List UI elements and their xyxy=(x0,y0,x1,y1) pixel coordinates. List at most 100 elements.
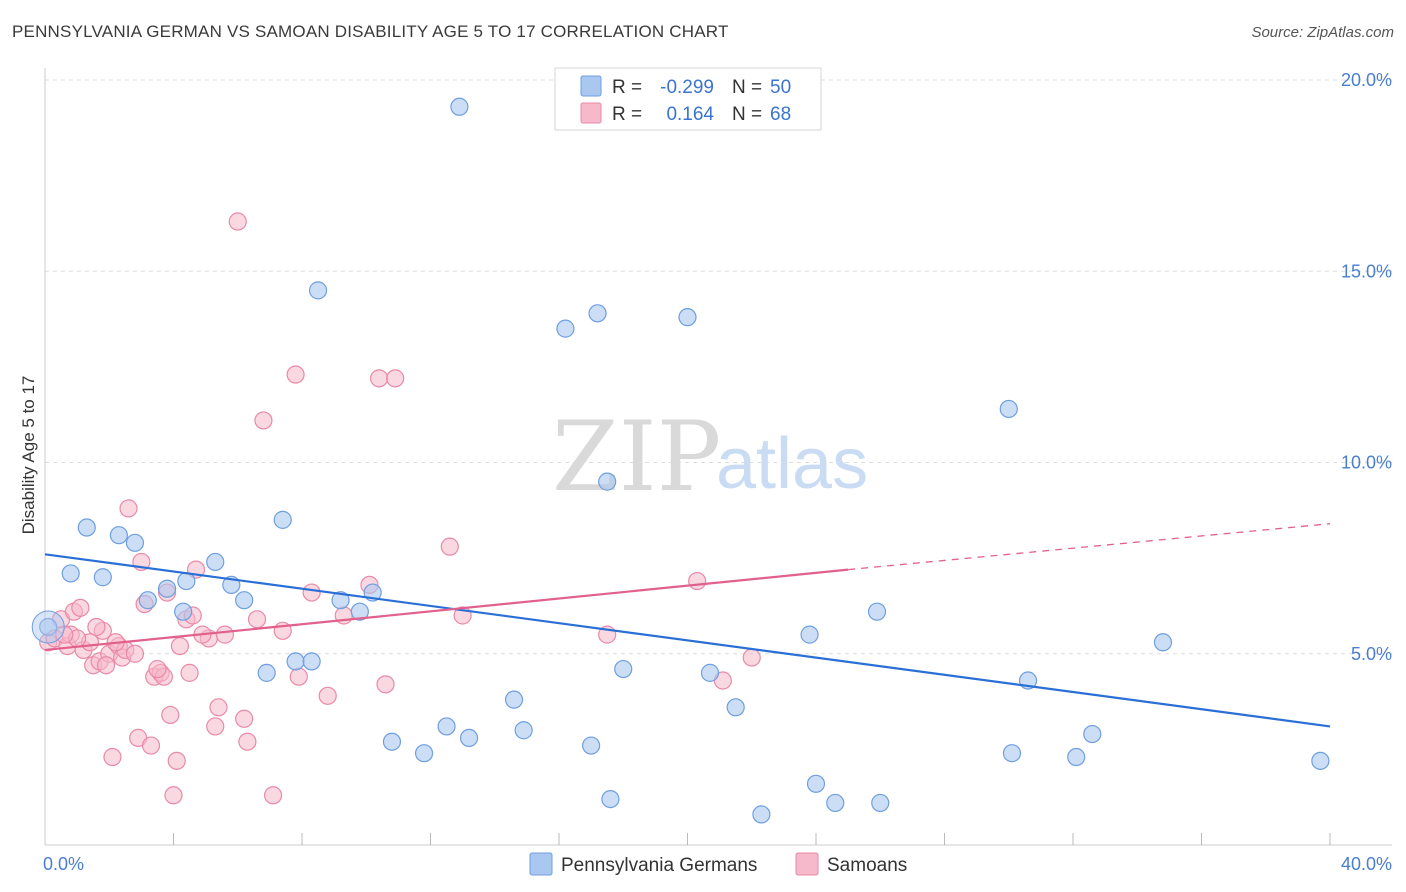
legend-r-value-2: 0.164 xyxy=(666,104,714,125)
samoans-point-54 xyxy=(386,369,405,388)
samoans-point-32 xyxy=(180,663,199,682)
pennsylvania-germans-point-44 xyxy=(1002,744,1022,763)
pennsylvania-germans-point-1 xyxy=(61,564,80,583)
pennsylvania-germans-point-2 xyxy=(77,518,96,537)
legend-r-label-1: R = xyxy=(612,77,642,98)
y-tick-label-0: 5.0% xyxy=(1351,644,1392,664)
samoans-point-44 xyxy=(263,786,283,805)
pennsylvania-germans-point-34 xyxy=(678,308,697,327)
bottom-legend-swatch-blue xyxy=(529,852,553,876)
pennsylvania-germans-point-26 xyxy=(504,690,524,709)
samoans-point-67 xyxy=(96,656,116,675)
pennsylvania-germans-point-10 xyxy=(206,552,225,572)
pennsylvania-germans-point-40 xyxy=(826,793,845,813)
samoans-point-38 xyxy=(215,625,234,644)
legend-r-value-1: -0.299 xyxy=(660,77,714,98)
pennsylvania-germans-point-8 xyxy=(174,602,193,621)
samoans-point-28 xyxy=(164,786,183,805)
axes xyxy=(44,68,1392,846)
pennsylvania-germans-point-17 xyxy=(308,281,328,300)
pennsylvania-germans-trend-line xyxy=(44,553,1331,728)
samoans-point-27 xyxy=(161,705,180,725)
source-label: Source: ZipAtlas.com xyxy=(1251,24,1394,41)
samoans-point-48 xyxy=(302,583,321,602)
pennsylvania-germans-point-41 xyxy=(867,602,887,621)
pennsylvania-germans-point-18 xyxy=(331,591,350,610)
samoans-point-37 xyxy=(209,698,228,717)
pennsylvania-germans-point-15 xyxy=(286,652,305,671)
pennsylvania-germans-point-6 xyxy=(138,591,157,610)
samoans-point-22 xyxy=(141,736,161,755)
pennsylvania-germans-point-21 xyxy=(382,732,402,751)
samoans-point-46 xyxy=(286,365,305,384)
legend-n-label-1: N = xyxy=(732,77,762,98)
watermark-zip: ZIP xyxy=(552,401,721,513)
x-tick-max: 40.0% xyxy=(1341,854,1392,874)
pennsylvania-germans-point-28 xyxy=(556,319,575,338)
pennsylvania-germans-point-25 xyxy=(459,728,479,748)
samoans-point-49 xyxy=(318,686,337,705)
grid-lines xyxy=(45,79,1392,655)
samoans-point-58 xyxy=(688,571,707,591)
y-tick-label-3: 20.0% xyxy=(1341,70,1392,90)
pennsylvania-germans-point-30 xyxy=(588,304,607,323)
pennsylvania-germans-point-7 xyxy=(157,579,177,598)
pennsylvania-germans-points xyxy=(31,97,1330,824)
y-axis-label: Disability Age 5 to 17 xyxy=(19,376,38,535)
pennsylvania-germans-point-3 xyxy=(93,568,112,587)
legend-r-label-2: R = xyxy=(612,104,642,125)
bottom-legend-label-1: Pennsylvania Germans xyxy=(561,855,757,876)
samoans-point-47 xyxy=(289,667,308,686)
y-tick-label-1: 10.0% xyxy=(1341,453,1392,473)
pennsylvania-germans-point-36 xyxy=(726,698,745,717)
legend-n-value-1: 50 xyxy=(770,77,791,98)
samoans-point-39 xyxy=(228,212,247,231)
y-tick-labels: 5.0% 10.0% 15.0% 20.0% xyxy=(1341,70,1392,664)
samoans-point-53 xyxy=(376,675,395,694)
samoans-point-30 xyxy=(170,636,190,656)
pennsylvania-germans-point-27 xyxy=(514,721,533,740)
pennsylvania-germans-point-43 xyxy=(999,399,1018,419)
samoans-point-60 xyxy=(742,648,761,667)
pennsylvania-germans-point-19 xyxy=(350,602,369,621)
watermark-atlas: atlas xyxy=(716,424,868,504)
samoans-point-42 xyxy=(247,610,267,629)
samoans-point-29 xyxy=(167,751,186,770)
samoans-point-52 xyxy=(370,369,389,388)
pennsylvania-germans-point-32 xyxy=(601,789,620,809)
pennsylvania-germans-point-29 xyxy=(582,736,601,755)
legend-swatch-pink xyxy=(580,102,602,124)
samoans-point-55 xyxy=(440,537,459,556)
pennsylvania-germans-point-22 xyxy=(414,744,434,763)
legend-n-value-2: 68 xyxy=(770,104,791,125)
samoans-point-64 xyxy=(148,659,167,679)
pennsylvania-germans-point-33 xyxy=(614,659,633,679)
samoans-point-13 xyxy=(103,747,122,767)
pennsylvania-germans-cluster-point xyxy=(31,610,65,644)
chart-title: PENNSYLVANIA GERMAN VS SAMOAN DISABILITY… xyxy=(12,22,729,41)
pennsylvania-germans-point-0 xyxy=(39,617,58,637)
y-tick-label-2: 15.0% xyxy=(1341,261,1392,281)
samoans-point-43 xyxy=(254,411,273,430)
pennsylvania-germans-point-12 xyxy=(235,591,254,610)
samoans-point-62 xyxy=(87,617,106,637)
pennsylvania-germans-point-47 xyxy=(1083,724,1102,744)
pennsylvania-germans-point-14 xyxy=(273,510,292,529)
bottom-legend-label-2: Samoans xyxy=(827,855,907,876)
samoans-point-6 xyxy=(71,598,90,617)
pennsylvania-germans-point-48 xyxy=(1153,633,1173,652)
samoans-point-18 xyxy=(125,644,145,663)
pennsylvania-germans-point-31 xyxy=(598,472,617,491)
bottom-legend-swatch-pink xyxy=(795,852,819,876)
trend-lines xyxy=(44,523,1331,728)
samoans-trend-line-extension xyxy=(848,523,1331,571)
pennsylvania-germans-point-13 xyxy=(257,663,276,682)
bottom-legend: Pennsylvania Germans Samoans xyxy=(529,852,907,876)
legend-swatch-blue xyxy=(580,75,602,97)
pennsylvania-germans-point-42 xyxy=(871,793,890,813)
pennsylvania-germans-point-49 xyxy=(1311,751,1330,770)
legend-n-label-2: N = xyxy=(732,104,762,125)
pennsylvania-germans-point-16 xyxy=(302,652,321,671)
pennsylvania-germans-point-37 xyxy=(752,805,771,824)
